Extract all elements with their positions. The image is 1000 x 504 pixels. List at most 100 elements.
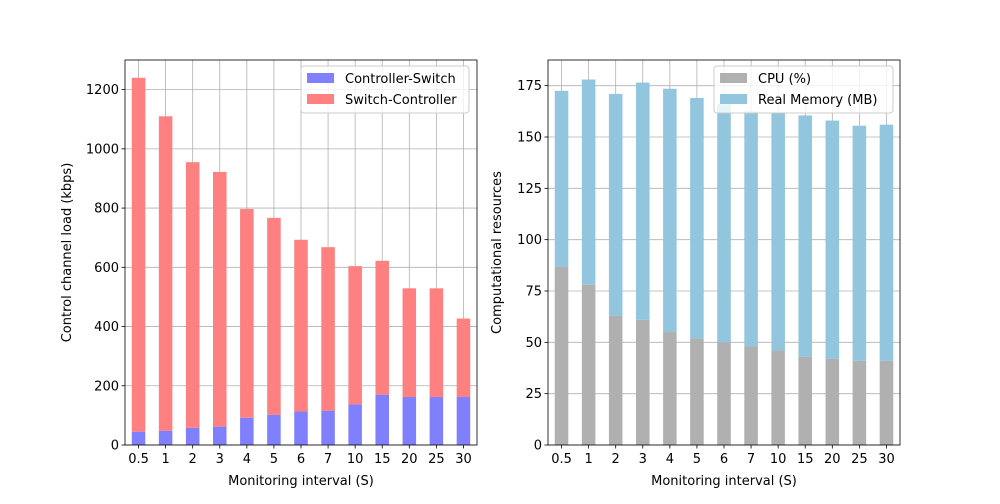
bar-real-memory-mb-30: [879, 124, 894, 361]
x-tick-label: 1: [584, 452, 592, 467]
bar-switch-controller-2: [185, 162, 200, 428]
bar-real-memory-mb-6: [717, 104, 731, 343]
x-tick-label: 4: [666, 452, 674, 467]
x-tick-label: 0.5: [128, 452, 149, 467]
bar-cpu-25: [852, 360, 867, 445]
bar-switch-controller-7: [321, 247, 335, 411]
bar-cpu-1: [581, 284, 596, 445]
bar-cpu-20: [825, 358, 840, 445]
x-tick-label: 0.5: [551, 452, 572, 467]
bar-switch-controller-4: [240, 208, 254, 418]
x-tick-label: 2: [612, 452, 620, 467]
bar-controller-switch-1: [158, 430, 173, 445]
bar-cpu-3: [636, 319, 650, 445]
legend: CPU (%) Real Memory (MB): [713, 65, 894, 114]
legend-box: [300, 65, 470, 114]
x-tick-label: 3: [639, 452, 647, 467]
x-tick-label: 4: [243, 452, 251, 467]
axes-frame: [124, 59, 478, 446]
y-tick-label: 1200: [86, 83, 119, 98]
y-tick-label: 200: [94, 379, 119, 394]
bar-switch-controller-5: [267, 217, 281, 415]
bar-controller-switch-3: [213, 426, 227, 445]
x-tick-label: 30: [455, 452, 472, 467]
y-tick-label: 1000: [86, 142, 119, 157]
x-tick-label: 5: [693, 452, 701, 467]
x-tick-label: 15: [374, 452, 391, 467]
bar-switch-controller-25: [429, 288, 444, 398]
bar-real-memory-mb-25: [852, 125, 867, 361]
legend-label: CPU (%): [758, 72, 811, 87]
y-tick-label: 25: [525, 387, 542, 402]
bar-cpu-5: [690, 338, 704, 445]
bar-cpu-7: [744, 346, 758, 445]
bar-controller-switch-10: [348, 404, 362, 445]
axes-frame: [547, 59, 901, 446]
y-tick-label: 175: [517, 79, 542, 94]
y-axis-label: Computational resources: [490, 171, 505, 334]
bar-switch-controller-6: [294, 239, 308, 412]
legend-box: [713, 65, 894, 114]
x-tick-label: 25: [428, 452, 445, 467]
x-axis-label: Monitoring interval (S): [651, 474, 797, 489]
x-tick-label: 7: [747, 452, 755, 467]
x-tick-label: 30: [878, 452, 895, 467]
legend-swatch: [720, 94, 747, 104]
y-tick-label: 0: [534, 439, 542, 454]
legend-label: Real Memory (MB): [758, 93, 877, 108]
bar-real-memory-mb-5: [690, 97, 704, 339]
bar-controller-switch-30: [456, 397, 471, 445]
bar-cpu-15: [798, 356, 812, 445]
y-tick-label: 150: [517, 131, 542, 146]
bar-real-memory-mb-20: [825, 120, 840, 359]
bar-controller-switch-0.5: [131, 431, 146, 445]
bar-real-memory-mb-15: [798, 115, 812, 357]
bar-real-memory-mb-1: [581, 79, 596, 285]
bar-controller-switch-25: [429, 397, 444, 445]
y-tick-label: 600: [94, 261, 119, 276]
bar-cpu-4: [663, 332, 677, 445]
legend-swatch: [720, 73, 747, 83]
right-chart-computational-resources: 0 25 50 75 100 125 150 175 0.5 1 2 3 4 5 6 7 10 15 20 25 30 M…: [490, 59, 901, 489]
bar-real-memory-mb-2: [608, 93, 623, 316]
y-tick-label: 400: [94, 320, 119, 335]
bar-cpu-6: [717, 342, 731, 445]
bar-real-memory-mb-0.5: [554, 90, 569, 267]
bar-switch-controller-0.5: [131, 77, 146, 432]
bar-controller-switch-2: [185, 427, 200, 445]
legend-swatch: [307, 94, 334, 104]
bar-switch-controller-1: [158, 116, 173, 431]
bar-controller-switch-5: [267, 414, 281, 445]
bar-switch-controller-30: [456, 318, 471, 398]
x-tick-label: 5: [270, 452, 278, 467]
x-tick-label: 10: [347, 452, 364, 467]
bar-real-memory-mb-4: [663, 88, 677, 333]
x-tick-label: 6: [297, 452, 305, 467]
bar-controller-switch-6: [294, 411, 308, 445]
x-tick-label: 1: [161, 452, 169, 467]
bar-real-memory-mb-7: [744, 111, 758, 347]
legend-label: Switch-Controller: [345, 93, 457, 108]
bar-controller-switch-20: [402, 397, 417, 445]
x-tick-label: 15: [797, 452, 814, 467]
x-tick-label: 25: [851, 452, 868, 467]
legend-label: Controller-Switch: [345, 72, 456, 87]
bar-switch-controller-20: [402, 288, 417, 398]
x-axis-label: Monitoring interval (S): [228, 474, 374, 489]
bar-controller-switch-4: [240, 417, 254, 445]
legend: Controller-Switch Switch-Controller: [300, 65, 470, 114]
bar-cpu-30: [879, 360, 894, 445]
bar-switch-controller-10: [348, 266, 362, 405]
y-tick-label: 0: [111, 439, 119, 454]
legend-swatch: [307, 73, 334, 83]
left-chart-control-channel-load: 0 200 400 600 800 1000 1200 0.5 1 2 3 4 5 6 7 10 15 20 25 3…: [60, 59, 478, 489]
x-tick-label: 2: [189, 452, 197, 467]
bar-switch-controller-3: [213, 171, 227, 427]
y-tick-label: 75: [525, 285, 542, 300]
x-tick-label: 7: [324, 452, 332, 467]
bar-cpu-2: [608, 315, 623, 445]
x-tick-label: 20: [401, 452, 418, 467]
y-tick-label: 125: [517, 182, 542, 197]
